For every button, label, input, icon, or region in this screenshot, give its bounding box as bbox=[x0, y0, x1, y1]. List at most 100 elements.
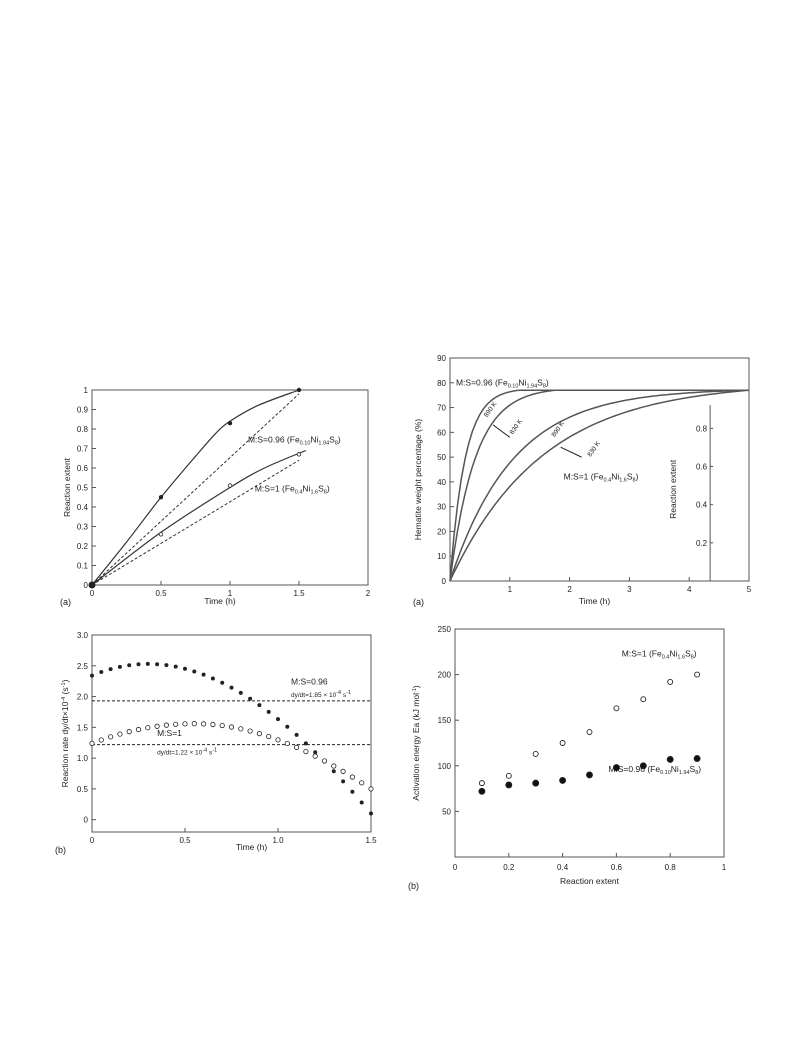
chart-top-left: 0 0.5 1 1.5 200.10.20.30.40.50.60.70.80.91Ti… bbox=[60, 386, 371, 607]
data-point bbox=[220, 680, 225, 685]
x-tick-label: 0.5 bbox=[155, 589, 167, 598]
series-label-lower: M:S=1 (Fe0.4Ni1.6S8) bbox=[564, 471, 639, 483]
y-tick-label: 0 bbox=[84, 581, 89, 590]
y-tick-label: 150 bbox=[438, 716, 452, 725]
data-point bbox=[173, 721, 179, 727]
series-label-part: ) bbox=[338, 435, 341, 445]
y-axis-title-part: Activation energy Ea (kJ mol bbox=[411, 693, 421, 801]
series-curve bbox=[449, 389, 750, 582]
series-curve bbox=[91, 389, 300, 586]
y-tick-label: 0.4 bbox=[77, 503, 89, 512]
plot-frame bbox=[91, 634, 372, 833]
x-tick-label: 0.6 bbox=[611, 863, 623, 872]
data-point bbox=[284, 740, 290, 747]
data-point bbox=[532, 750, 539, 757]
series-label-lower-part: 8 bbox=[633, 477, 636, 483]
y-tick-label: 60 bbox=[437, 428, 446, 437]
series-label-part: 1.94 bbox=[318, 441, 329, 447]
y2-tick-label: 0.6 bbox=[696, 463, 708, 472]
x-tick-label: 1.0 bbox=[272, 836, 284, 845]
y-tick-label: 0.9 bbox=[77, 406, 89, 415]
series-label-upper-part: M:S=0.96 bbox=[456, 377, 495, 387]
series-label-part: 8 bbox=[335, 441, 338, 447]
x-tick-label: 0.8 bbox=[665, 863, 677, 872]
data-point bbox=[89, 740, 95, 746]
data-point bbox=[257, 703, 262, 708]
series-label-upper-part: 8 bbox=[543, 383, 546, 389]
series-label-open-part: 8 bbox=[691, 654, 694, 660]
y-tick-label: 0.7 bbox=[77, 445, 89, 454]
data-point bbox=[478, 780, 485, 787]
panel-label: (a) bbox=[413, 597, 424, 607]
series-label-filled-part: 8 bbox=[695, 770, 698, 776]
series-label-lower-part: 1.6 bbox=[619, 477, 627, 483]
data-point bbox=[248, 696, 253, 701]
y-tick-label: 1.5 bbox=[77, 723, 89, 732]
data-point bbox=[98, 737, 104, 743]
data-point bbox=[666, 755, 674, 763]
data-point bbox=[163, 722, 170, 728]
data-point bbox=[99, 670, 104, 675]
y-axis-title: Hematite weight percentage (%) bbox=[413, 419, 423, 541]
data-point bbox=[107, 734, 114, 740]
x-axis-title: Reaction extent bbox=[560, 876, 620, 886]
y-tick-label: 10 bbox=[437, 552, 446, 561]
data-point bbox=[182, 721, 188, 727]
data-point bbox=[192, 669, 197, 674]
data-point bbox=[191, 721, 197, 727]
series-label-upper: M:S=0.96 (Fe0.10Ni1.94S8) bbox=[456, 377, 549, 389]
series-label: M:S=0.96 (Fe0.10Ni1.94S8) bbox=[248, 435, 341, 447]
x-tick-label: 1.5 bbox=[365, 836, 377, 845]
data-point bbox=[303, 741, 308, 746]
series-label-open-part: M:S=1 bbox=[622, 648, 649, 658]
data-point bbox=[667, 678, 674, 685]
data-point bbox=[247, 728, 253, 734]
data-point bbox=[586, 729, 593, 736]
data-point bbox=[349, 774, 355, 780]
x-tick-label: 0 bbox=[453, 863, 458, 872]
y-tick-label: 0.6 bbox=[77, 464, 89, 473]
y-tick-label: 90 bbox=[437, 354, 446, 363]
data-point bbox=[219, 722, 225, 729]
series-label: M:S=1 (Fe0.4Ni1.6S8) bbox=[255, 483, 330, 495]
series-label-filled-part: 1.94 bbox=[679, 770, 690, 776]
chart-bottom-left: 0 0.5 1.0 1.5 0 0.5 1.0 1.5 2.0 2.5 3.0 Time (h) Rea… bbox=[55, 631, 377, 855]
data-point bbox=[285, 724, 290, 729]
y-axis-title-part: ) bbox=[60, 679, 70, 682]
data-point bbox=[586, 771, 593, 779]
series-label-part: 8 bbox=[324, 489, 327, 495]
y-axis-title: Reaction rate dy/dt×10-4 (s-1) bbox=[60, 679, 70, 787]
series-label-upper-part: (Fe bbox=[495, 377, 508, 387]
x-axis-title: Time (h) bbox=[204, 596, 235, 606]
data-point bbox=[478, 787, 486, 795]
data-point bbox=[694, 671, 701, 678]
y-tick-label: 0.1 bbox=[77, 562, 89, 571]
y-axis-title-part: ) bbox=[411, 685, 421, 688]
data-point bbox=[158, 532, 164, 537]
x-tick-label: 0 bbox=[90, 836, 95, 845]
y-tick-label: 70 bbox=[437, 404, 446, 413]
average-rate-label-part: -4 bbox=[202, 748, 207, 754]
temperature-label: 890 K bbox=[551, 420, 567, 438]
x-tick-label: 0.5 bbox=[179, 836, 191, 845]
data-point bbox=[341, 779, 346, 784]
y-tick-label: 0.8 bbox=[77, 425, 89, 434]
y2-tick-label: 0.4 bbox=[696, 501, 708, 510]
series-label-lower-part: ) bbox=[636, 471, 639, 481]
temperature-label: 830 K bbox=[509, 417, 525, 435]
data-point bbox=[182, 666, 187, 671]
data-point bbox=[227, 483, 233, 488]
data-point bbox=[266, 733, 272, 740]
series-label-lower-part: S bbox=[627, 471, 633, 481]
data-point bbox=[275, 737, 281, 743]
x-tick-label: 0 bbox=[90, 589, 95, 598]
series-label-filled-part: Ni bbox=[671, 764, 679, 774]
data-point bbox=[227, 420, 233, 426]
panel-label: (b) bbox=[408, 881, 419, 891]
y-axis-title: Reaction extent bbox=[62, 457, 72, 517]
series-label-filled-part: 0.10 bbox=[660, 770, 671, 776]
data-point bbox=[613, 705, 620, 712]
plot-frame bbox=[449, 357, 750, 582]
data-point bbox=[359, 780, 365, 786]
